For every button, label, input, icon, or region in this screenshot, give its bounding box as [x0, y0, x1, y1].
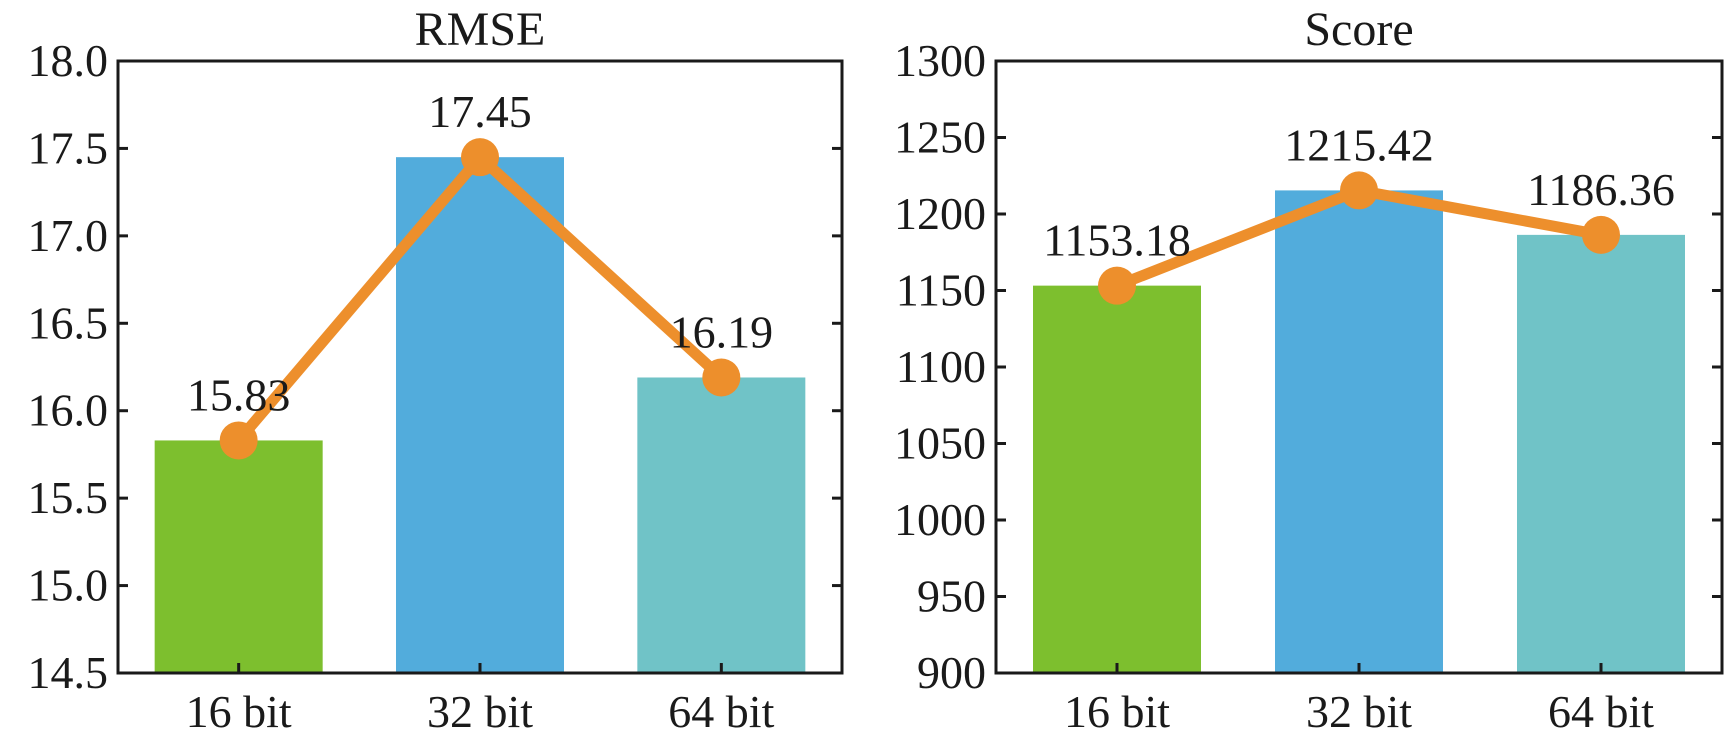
- rmse-y-tick-label: 17.0: [28, 210, 109, 261]
- rmse-x-tick-label: 32 bit: [427, 686, 533, 737]
- score-x-tick-label: 16 bit: [1064, 686, 1170, 737]
- score-y-tick-label: 1100: [896, 341, 986, 392]
- score-y-tick-label: 1250: [894, 112, 986, 163]
- score-y-tick-label: 1000: [894, 494, 986, 545]
- score-bar-16-bit: [1033, 285, 1201, 673]
- rmse-title: RMSE: [415, 3, 546, 56]
- score-title: Score: [1304, 3, 1413, 56]
- score-y-tick-label: 1300: [894, 35, 986, 86]
- score-data-label: 1153.18: [1043, 215, 1191, 266]
- score-bar-32-bit: [1275, 190, 1443, 673]
- rmse-y-tick-label: 14.5: [28, 647, 109, 698]
- score-y-tick-label: 900: [917, 647, 986, 698]
- rmse-x-tick-label: 16 bit: [186, 686, 292, 737]
- rmse-y-tick-label: 15.0: [28, 560, 109, 611]
- score-x-tick-label: 64 bit: [1548, 686, 1654, 737]
- rmse-y-tick-label: 16.5: [28, 297, 109, 348]
- rmse-data-label: 15.83: [187, 369, 291, 420]
- rmse-point-32-bit: [461, 138, 499, 177]
- score-bar-64-bit: [1517, 234, 1685, 673]
- rmse-data-label: 16.19: [670, 306, 774, 357]
- rmse-data-label: 17.45: [428, 86, 532, 137]
- score-y-tick-label: 950: [917, 571, 986, 622]
- rmse-bar-16-bit: [154, 440, 323, 673]
- score-y-tick-label: 1050: [894, 418, 986, 469]
- score-y-tick-label: 1150: [896, 265, 986, 316]
- rmse-bar-64-bit: [637, 377, 806, 673]
- rmse-point-16-bit: [219, 421, 258, 460]
- rmse-y-tick-label: 18.0: [28, 35, 109, 86]
- rmse-bar-32-bit: [396, 157, 564, 673]
- rmse-y-tick-label: 17.5: [28, 122, 109, 173]
- score-chart: Score 1153.18 1215.42 1186.36 900 950 1000 1050…: [894, 3, 1724, 737]
- score-x-tick-label: 32 bit: [1306, 686, 1412, 737]
- score-point-32-bit: [1340, 171, 1378, 210]
- score-point-16-bit: [1098, 266, 1136, 305]
- rmse-chart: RMSE 15.83 17.45 16.19 14.5 15.0 15.5 16.0 16.5 1…: [28, 3, 844, 737]
- score-data-label: 1186.36: [1527, 164, 1675, 215]
- rmse-y-tick-label: 16.0: [28, 385, 109, 436]
- score-data-label: 1215.42: [1284, 119, 1434, 170]
- rmse-x-tick-label: 64 bit: [668, 686, 774, 737]
- rmse-point-64-bit: [702, 358, 741, 397]
- score-y-tick-label: 1200: [894, 188, 986, 239]
- score-point-64-bit: [1582, 215, 1620, 254]
- rmse-y-tick-label: 15.5: [28, 472, 109, 523]
